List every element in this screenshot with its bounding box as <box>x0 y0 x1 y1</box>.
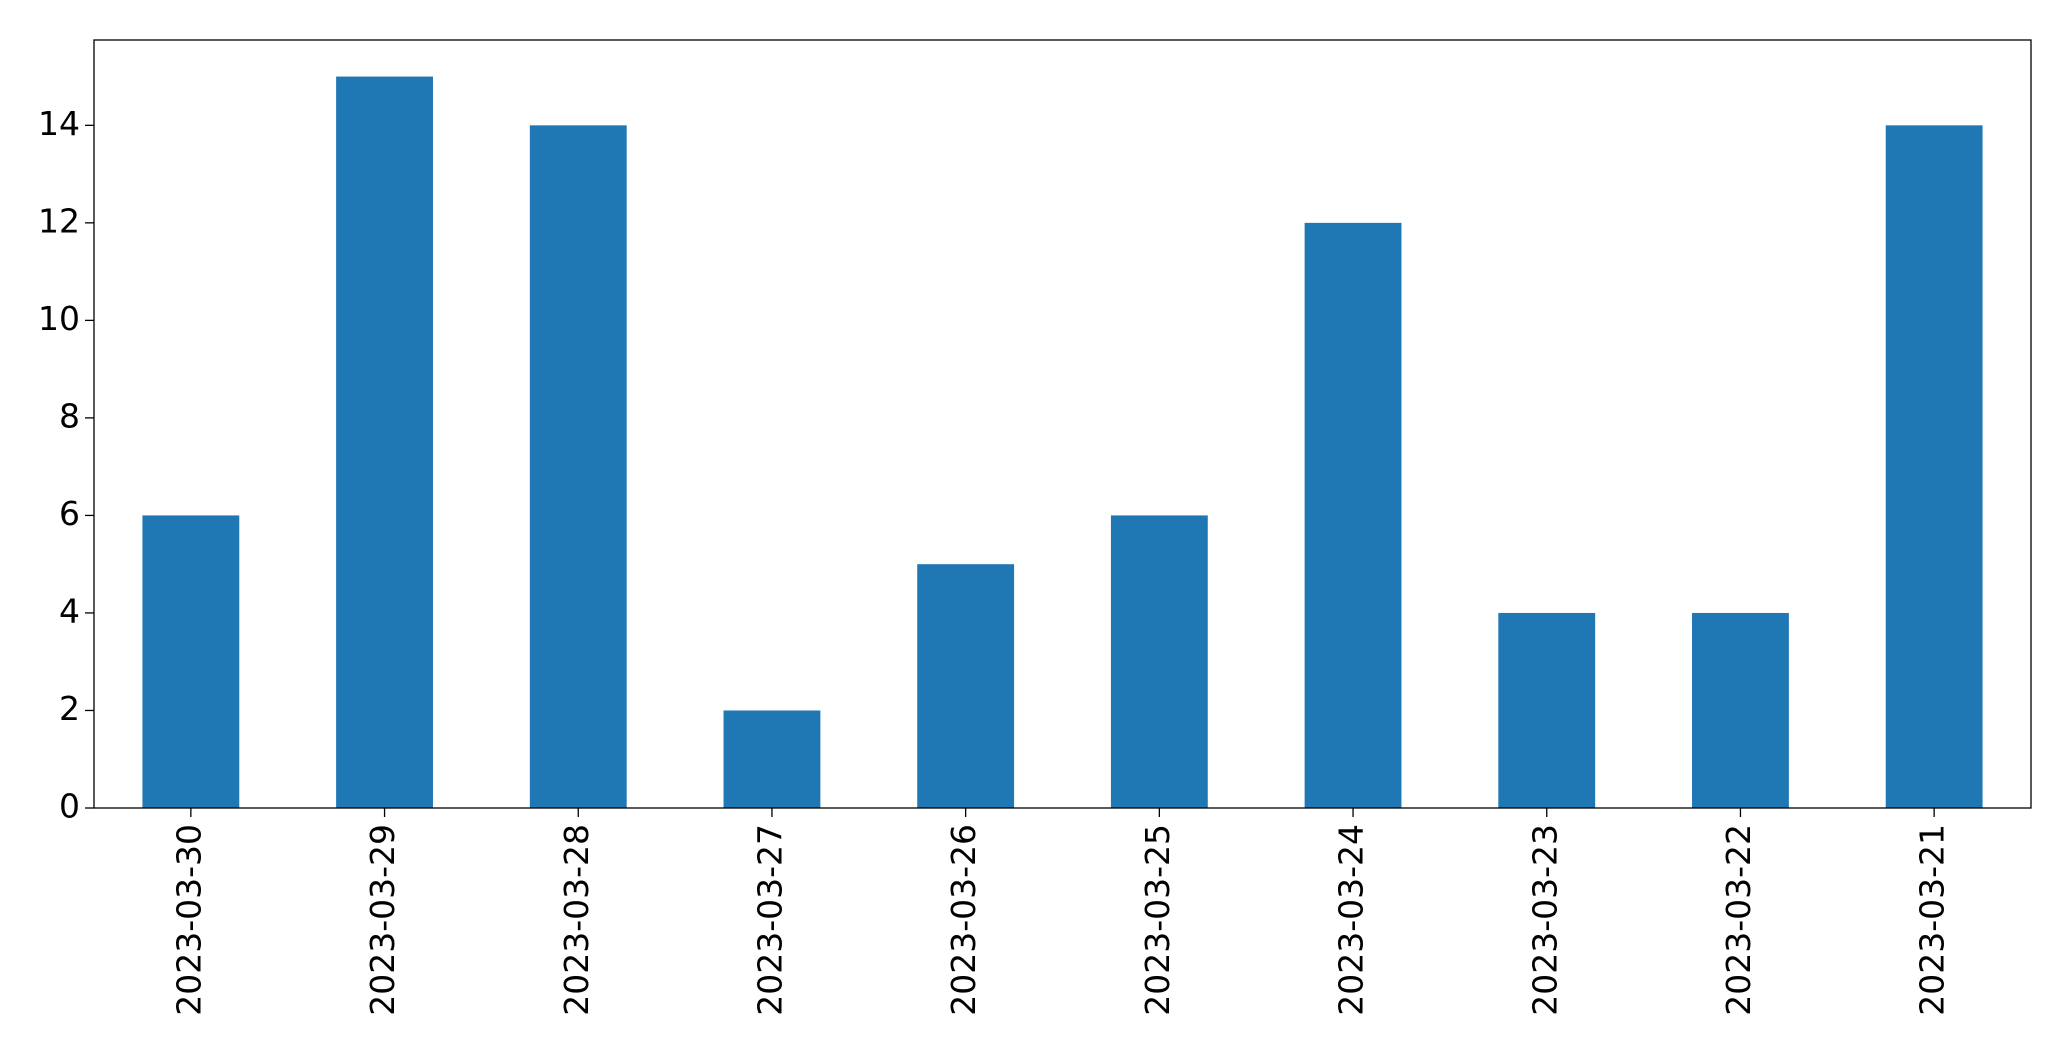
y-tick-label: 14 <box>38 104 80 143</box>
x-tick-label: 2023-03-30 <box>169 824 208 1016</box>
x-tick-label: 2023-03-26 <box>944 824 983 1016</box>
x-tick-label: 2023-03-22 <box>1719 824 1758 1016</box>
x-tick-label: 2023-03-23 <box>1525 824 1564 1016</box>
bar <box>1885 125 1983 809</box>
y-tick-label: 6 <box>59 494 80 533</box>
bar <box>1110 515 1208 808</box>
bar <box>529 125 627 809</box>
x-tick-label: 2023-03-25 <box>1138 824 1177 1016</box>
bar <box>336 76 433 809</box>
bar <box>142 515 240 808</box>
plot-frame <box>93 39 2032 809</box>
bar <box>1304 222 1402 808</box>
y-tick-label: 12 <box>38 201 80 240</box>
y-tick-label: 8 <box>59 396 80 435</box>
bar <box>1692 612 1789 808</box>
y-tick-label: 2 <box>59 689 80 728</box>
x-tick-label: 2023-03-28 <box>557 824 596 1016</box>
x-tick-label: 2023-03-29 <box>363 824 402 1016</box>
y-tick-label: 10 <box>38 299 80 338</box>
bar <box>723 710 821 808</box>
bar <box>1498 612 1596 808</box>
y-tick-label: 4 <box>59 591 80 630</box>
x-tick-label: 2023-03-21 <box>1913 824 1952 1016</box>
y-tick-label: 0 <box>59 787 80 826</box>
x-tick-label: 2023-03-24 <box>1332 824 1371 1016</box>
bar <box>917 564 1015 808</box>
x-tick-label: 2023-03-27 <box>750 824 789 1016</box>
